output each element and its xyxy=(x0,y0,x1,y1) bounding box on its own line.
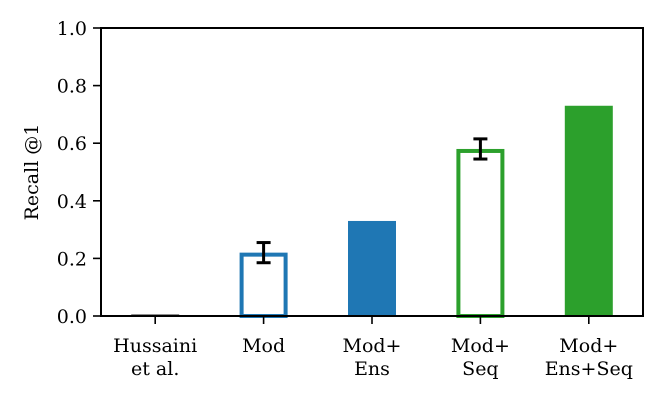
bars xyxy=(131,105,613,318)
x-tick-label-line: Mod xyxy=(242,335,285,357)
bar xyxy=(564,105,613,316)
y-tick-label: 0.4 xyxy=(57,191,87,213)
y-tick-label: 0.2 xyxy=(57,248,87,270)
x-tick-label-line: et al. xyxy=(131,358,179,380)
x-tick-label-line: Ens+Seq xyxy=(545,358,633,380)
x-tick-label: Mod+ Ens+Seq xyxy=(545,335,633,380)
plot-frame xyxy=(100,27,644,317)
x-tick-label-line: Ens xyxy=(354,358,390,380)
x-tick-label-line: Mod+ xyxy=(559,335,618,357)
x-tick-label-line: Hussaini xyxy=(113,335,197,357)
x-tick-label-line: Mod+ xyxy=(451,335,510,357)
y-axis-ticks: 0.0 0.2 0.4 0.6 0.8 1.0 xyxy=(57,18,101,328)
y-tick-label: 1.0 xyxy=(57,18,87,40)
x-tick-label-line: Mod+ xyxy=(343,335,402,357)
bar xyxy=(456,148,505,318)
y-axis-label: Recall @1 xyxy=(21,124,43,221)
x-tick-label: Mod+ Ens xyxy=(343,335,402,380)
y-tick-label: 0.8 xyxy=(57,76,87,98)
x-tick-label-line: Seq xyxy=(462,358,498,380)
x-tick-label: Mod+ Seq xyxy=(451,335,510,380)
x-tick-label: Hussaini et al. xyxy=(113,335,197,380)
y-tick-label: 0.0 xyxy=(57,306,87,328)
x-tick-label: Mod xyxy=(242,335,285,357)
bar xyxy=(348,220,396,316)
y-tick-label: 0.6 xyxy=(57,133,87,155)
